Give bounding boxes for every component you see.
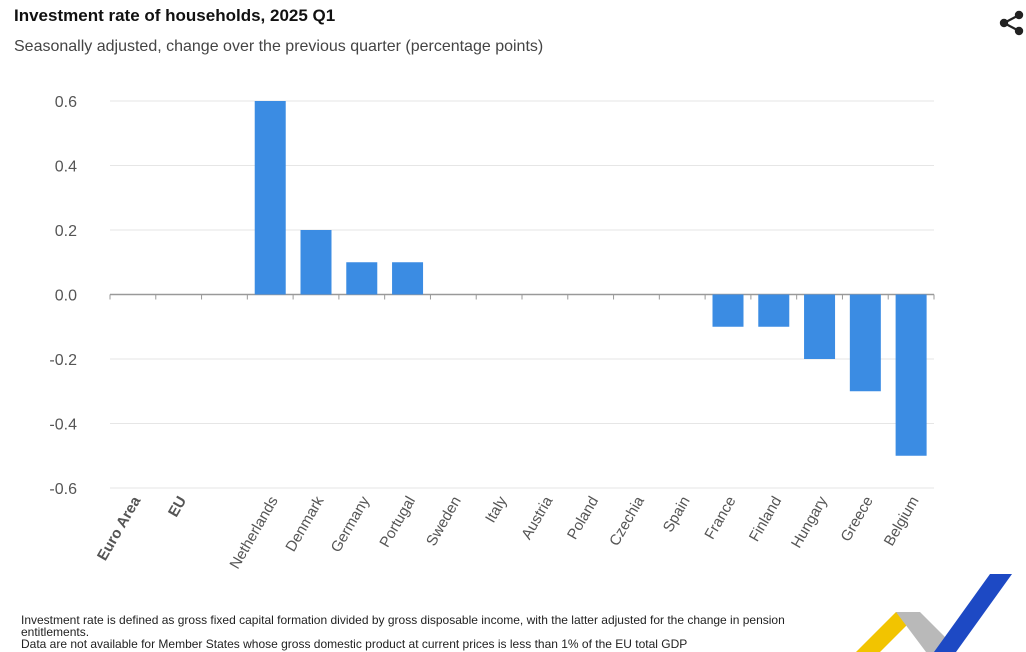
- x-tick-label: Austria: [518, 493, 556, 542]
- logo-grey-stripe: [896, 612, 950, 652]
- x-tick-label: France: [701, 494, 739, 543]
- footnote: Investment rate is defined as gross fixe…: [21, 614, 821, 650]
- y-tick-label: 0.6: [55, 94, 77, 111]
- footnote-line-2: Data are not available for Member States…: [21, 637, 688, 651]
- bar-chart: 0.6 0.4 0.2 0.0 -0.2 -0.4 -0.6 Euro Area EU Nethe…: [49, 94, 935, 573]
- x-tick-label: Poland: [564, 494, 602, 543]
- x-tick-label: Finland: [746, 494, 785, 545]
- x-tick-label: Denmark: [282, 493, 327, 555]
- chart-subtitle: Seasonally adjusted, change over the pre…: [14, 38, 544, 55]
- x-tick-label: Sweden: [423, 494, 465, 549]
- bar: [300, 230, 332, 295]
- bar: [758, 294, 790, 327]
- y-tick-label: -0.2: [49, 352, 77, 369]
- bar: [346, 262, 378, 295]
- eurostat-logo: [856, 574, 1012, 652]
- y-tick-label: 0.4: [55, 159, 77, 176]
- share-icon[interactable]: [996, 8, 1026, 38]
- x-tick-label: Italy: [482, 493, 511, 526]
- x-tick-label: Czechia: [606, 493, 648, 549]
- y-tick-label: -0.6: [49, 481, 77, 498]
- bar: [254, 101, 286, 295]
- x-tick-label: Germany: [328, 493, 374, 555]
- x-tick-label: EU: [165, 494, 190, 521]
- bar: [849, 294, 881, 392]
- bar: [895, 294, 927, 456]
- x-tick-label: Spain: [660, 494, 694, 536]
- footnote-line-1: Investment rate is defined as gross fixe…: [21, 613, 785, 639]
- x-tick-label: Netherlands: [227, 494, 282, 573]
- logo-blue-stripe: [934, 574, 1012, 652]
- x-tick-label: Greece: [837, 494, 876, 545]
- bar: [392, 262, 424, 295]
- x-tick-label: Portugal: [376, 494, 419, 551]
- x-tick-label: Euro Area: [94, 493, 145, 564]
- x-tick-label: Belgium: [881, 494, 923, 549]
- y-tick-label: 0.0: [55, 288, 77, 305]
- bar: [712, 294, 744, 327]
- y-tick-label: -0.4: [49, 417, 77, 434]
- chart-title: Investment rate of households, 2025 Q1: [14, 6, 336, 25]
- y-tick-label: 0.2: [55, 223, 77, 240]
- x-tick-label: Hungary: [788, 493, 831, 551]
- bar: [804, 294, 836, 359]
